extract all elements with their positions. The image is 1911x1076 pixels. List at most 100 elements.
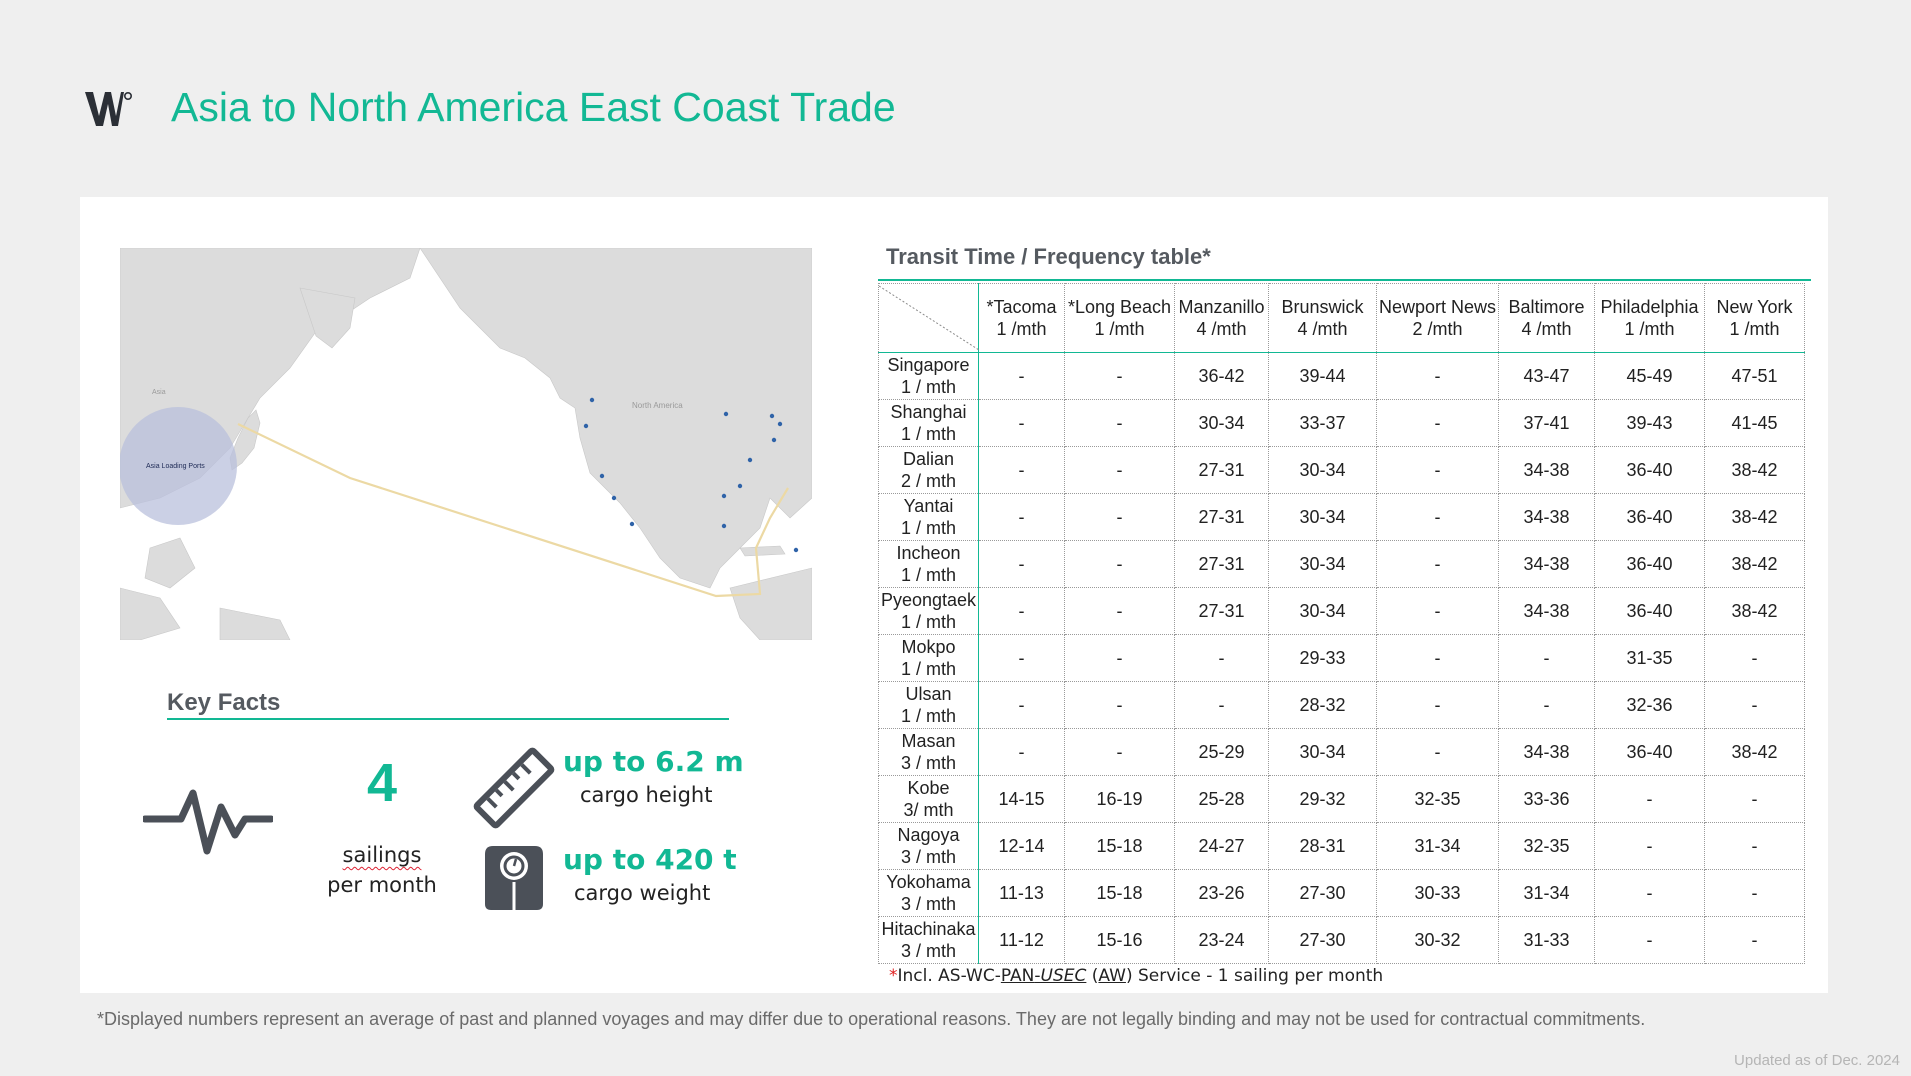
row-frequency: 1 / mth xyxy=(900,377,957,397)
table-cell: - xyxy=(1376,399,1499,447)
transit-time-table: *Tacoma 1 /mth *Long Beach 1 /mth Manzanil… xyxy=(878,283,1805,964)
map-label-north-america: North America xyxy=(632,401,683,410)
row-frequency: 3 / mth xyxy=(900,894,957,914)
map-label-asia-ports: Asia Loading Ports xyxy=(146,463,205,470)
table-row: Hitachinaka 3 / mth 11-12 15-16 23-24 27-30 30… xyxy=(878,916,1805,964)
row-frequency: 2 / mth xyxy=(900,471,957,491)
table-cell: 36-40 xyxy=(1594,493,1705,541)
row-port-name: Ulsan xyxy=(905,684,952,704)
table-row: Kobe 3/ mth 14-15 16-19 25-28 29-32 32-35 33-36… xyxy=(878,775,1805,823)
table-cell: - xyxy=(1704,634,1805,682)
table-cell: - xyxy=(1376,446,1499,494)
row-frequency: 3 / mth xyxy=(900,753,957,773)
column-header: Newport News 2 /mth xyxy=(1376,283,1499,353)
row-frequency: 1 / mth xyxy=(900,424,957,444)
column-name: *Tacoma xyxy=(986,297,1057,317)
row-frequency: 3 / mth xyxy=(900,847,957,867)
table-cell: 36-40 xyxy=(1594,587,1705,635)
table-corner-cell xyxy=(878,283,979,353)
table-cell: 15-18 xyxy=(1064,822,1175,870)
column-frequency: 4 /mth xyxy=(1521,319,1572,339)
table-cell: - xyxy=(1064,446,1175,494)
table-cell: 16-19 xyxy=(1064,775,1175,823)
row-header: Nagoya 3 / mth xyxy=(878,822,979,870)
table-cell: - xyxy=(1064,634,1175,682)
table-body: Singapore 1 / mth - -36-42 39-44-43-47 45-49 4… xyxy=(878,352,1805,964)
column-name: Philadelphia xyxy=(1600,297,1699,317)
table-row: Nagoya 3 / mth 12-14 15-18 24-27 28-31 31-34 32… xyxy=(878,822,1805,870)
column-frequency: 2 /mth xyxy=(1412,319,1463,339)
row-frequency: 3/ mth xyxy=(903,800,954,820)
table-cell: - xyxy=(1064,587,1175,635)
table-row: Yokohama 3 / mth 11-13 15-18 23-26 27-30 30-33… xyxy=(878,869,1805,917)
column-name: Manzanillo xyxy=(1178,297,1265,317)
note-aw: AW xyxy=(1098,966,1126,986)
table-cell: - xyxy=(1174,681,1269,729)
column-frequency: 4 /mth xyxy=(1196,319,1247,339)
table-cell: 36-40 xyxy=(1594,446,1705,494)
row-port-name: Pyeongtaek xyxy=(880,590,977,610)
table-cell: 30-34 xyxy=(1174,399,1269,447)
table-cell: - xyxy=(1704,681,1805,729)
table-cell: 34-38 xyxy=(1498,587,1595,635)
table-cell: - xyxy=(978,352,1065,400)
row-port-name: Mokpo xyxy=(901,637,956,657)
key-facts-title: Key Facts xyxy=(167,689,281,716)
column-name: Brunswick xyxy=(1281,297,1364,317)
table-cell: 31-33 xyxy=(1498,916,1595,964)
table-row: Ulsan 1 / mth - - -28-32- -32-36- xyxy=(878,681,1805,729)
column-header: Baltimore 4 /mth xyxy=(1498,283,1595,353)
column-header: Manzanillo 4 /mth xyxy=(1174,283,1269,353)
row-frequency: 1 / mth xyxy=(900,565,957,585)
table-cell: - xyxy=(1376,352,1499,400)
table-cell: 32-35 xyxy=(1376,775,1499,823)
table-cell: 31-34 xyxy=(1498,869,1595,917)
table-cell: - xyxy=(1498,681,1595,729)
table-cell: - xyxy=(1704,916,1805,964)
row-port-name: Shanghai xyxy=(890,402,967,422)
column-frequency: 1 /mth xyxy=(1094,319,1145,339)
table-cell: 29-33 xyxy=(1268,634,1377,682)
cargo-weight-label: cargo weight xyxy=(574,881,711,905)
column-header: *Tacoma 1 /mth xyxy=(978,283,1065,353)
table-row: Masan 3 / mth - -25-29 30-34-34-38 36-40 38-42 xyxy=(878,728,1805,776)
cargo-height-label: cargo height xyxy=(580,783,713,807)
service-note: *Incl. AS-WC-PAN-USEC (AW) Service - 1 s… xyxy=(889,966,1383,986)
column-name: Baltimore xyxy=(1508,297,1585,317)
row-port-name: Yantai xyxy=(903,496,954,516)
table-row: Mokpo 1 / mth - - -29-33- -31-35- xyxy=(878,634,1805,682)
column-frequency: 1 /mth xyxy=(1624,319,1675,339)
table-cell: 28-32 xyxy=(1268,681,1377,729)
table-cell: 30-32 xyxy=(1376,916,1499,964)
table-cell: 32-35 xyxy=(1498,822,1595,870)
table-cell: - xyxy=(1594,775,1705,823)
scale-icon xyxy=(485,846,543,910)
sailings-label-line2: per month xyxy=(327,873,437,897)
note-pan: PAN xyxy=(1000,966,1035,986)
table-cell: 38-42 xyxy=(1704,540,1805,588)
table-cell: 25-28 xyxy=(1174,775,1269,823)
table-cell: 31-35 xyxy=(1594,634,1705,682)
sailings-label-line1: sailings xyxy=(342,843,422,867)
table-cell: 27-31 xyxy=(1174,587,1269,635)
table-row: Dalian 2 / mth - -27-31 30-34-34-38 36-40 38-4… xyxy=(878,446,1805,494)
column-name: Newport News xyxy=(1378,297,1497,317)
row-port-name: Singapore xyxy=(887,355,970,375)
column-header: Philadelphia 1 /mth xyxy=(1594,283,1705,353)
table-cell: 38-42 xyxy=(1704,728,1805,776)
table-cell: 15-16 xyxy=(1064,916,1175,964)
row-frequency: 1 / mth xyxy=(900,518,957,538)
table-cell: - xyxy=(978,493,1065,541)
table-title-divider xyxy=(878,279,1811,281)
table-cell: 34-38 xyxy=(1498,728,1595,776)
row-frequency: 1 / mth xyxy=(900,612,957,632)
table-cell: 36-42 xyxy=(1174,352,1269,400)
note-prefix: Incl. AS-WC- xyxy=(897,966,1001,986)
table-cell: 38-42 xyxy=(1704,587,1805,635)
table-cell: 30-34 xyxy=(1268,446,1377,494)
row-frequency: 1 / mth xyxy=(900,659,957,679)
table-cell: 34-38 xyxy=(1498,446,1595,494)
table-cell: 30-34 xyxy=(1268,540,1377,588)
table-cell: - xyxy=(1594,869,1705,917)
column-frequency: 1 /mth xyxy=(1729,319,1780,339)
